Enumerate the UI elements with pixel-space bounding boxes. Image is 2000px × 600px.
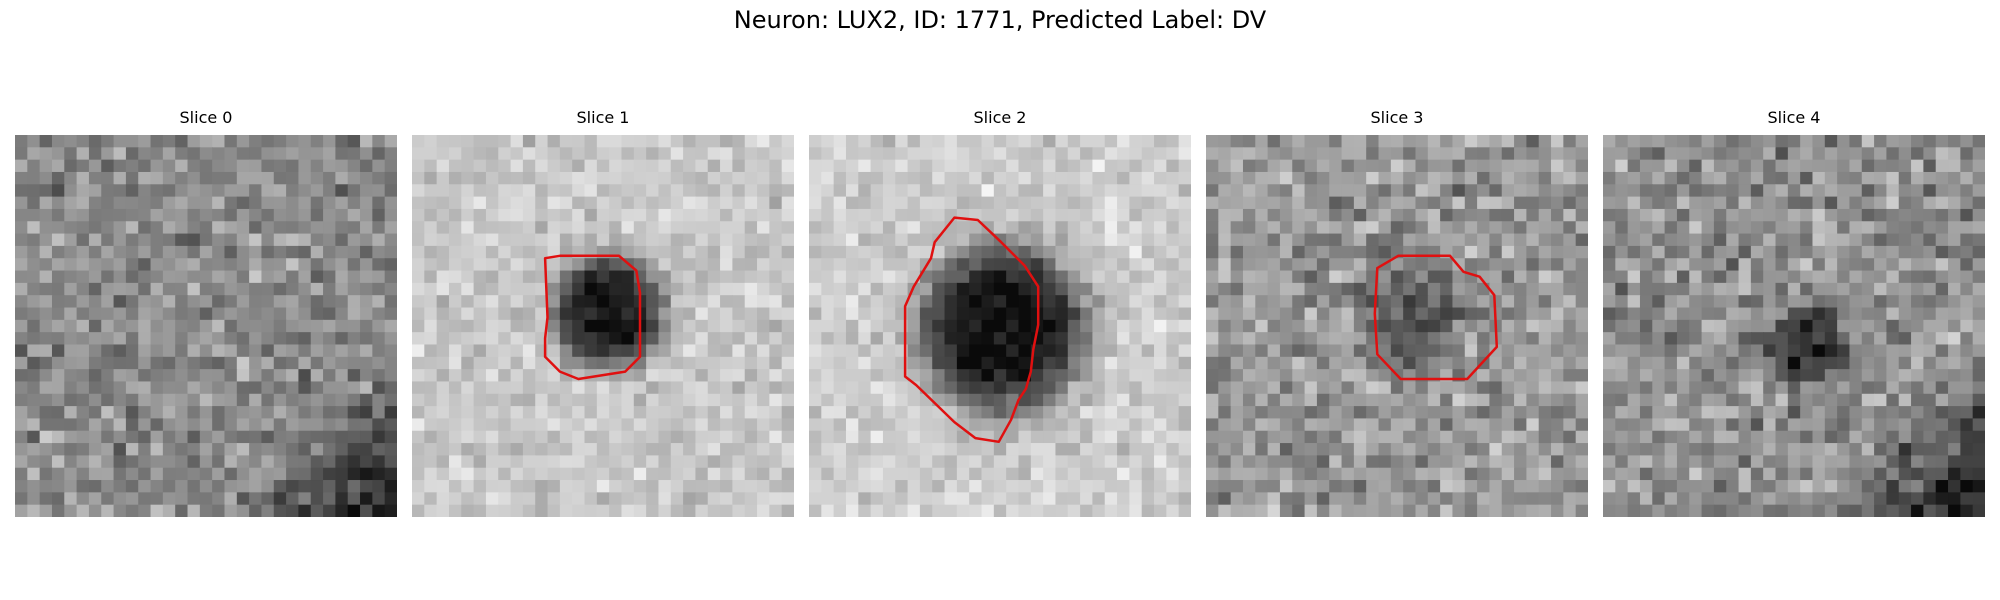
roi-contour xyxy=(1373,254,1499,381)
figure-title: Neuron: LUX2, ID: 1771, Predicted Label:… xyxy=(733,6,1267,34)
pixel-grid xyxy=(412,135,794,517)
pixel-grid xyxy=(1206,135,1588,517)
slice-2-image xyxy=(809,135,1191,517)
slice-1-image xyxy=(412,135,794,517)
slice-3-image xyxy=(1206,135,1588,517)
panel-title-slice-3: Slice 3 xyxy=(1370,108,1424,127)
slice-4-image xyxy=(1603,135,1985,517)
pixel-grid xyxy=(1603,135,1985,517)
slice-0-image xyxy=(15,135,397,517)
pixel-grid xyxy=(15,135,397,517)
roi-contour xyxy=(903,216,1040,444)
panel-title-slice-1: Slice 1 xyxy=(576,108,630,127)
panel-title-slice-4: Slice 4 xyxy=(1767,108,1821,127)
pixel-grid xyxy=(809,135,1191,517)
panel-title-slice-2: Slice 2 xyxy=(973,108,1027,127)
panel-title-slice-0: Slice 0 xyxy=(179,108,233,127)
roi-contour xyxy=(543,254,642,381)
